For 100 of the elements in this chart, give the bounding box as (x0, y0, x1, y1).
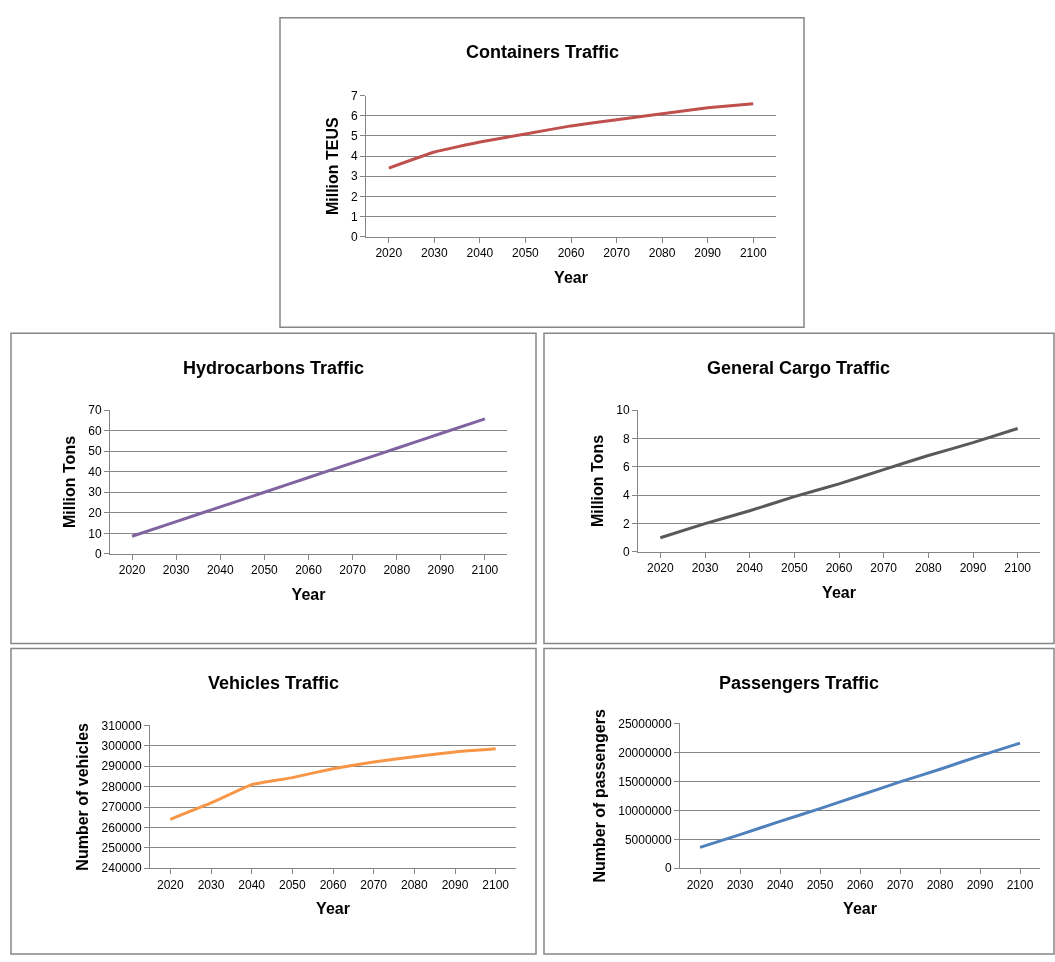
y-tick-label: 240000 (101, 861, 142, 876)
x-tick-label: 2030 (162, 563, 190, 578)
x-tick-label: 2090 (427, 563, 455, 578)
y-tick-label: 3 (350, 169, 358, 184)
y-tick-label: 250000 (101, 841, 142, 856)
x-tick-label: 2100 (1006, 877, 1034, 892)
x-tick-label: 2030 (420, 246, 448, 261)
x-tick-label: 2030 (691, 561, 719, 576)
x-tick-label: 2050 (780, 561, 808, 576)
x-tick-label: 2080 (926, 877, 954, 892)
x-tick-label: 2030 (726, 877, 754, 892)
y-tick-label: 290000 (101, 759, 142, 774)
line-series (168, 747, 498, 821)
x-tick-label: 2070 (339, 563, 367, 578)
y-tick-label: 50 (88, 444, 102, 459)
x-tick-label: 2060 (825, 561, 853, 576)
x-tick-label: 2090 (441, 877, 469, 892)
y-tick-label: 7 (350, 88, 358, 103)
x-tick-label: 2020 (686, 877, 714, 892)
x-tick-label: 2020 (118, 563, 146, 578)
x-tick-label: 2060 (846, 877, 874, 892)
y-axis-title: Million TEUS (323, 116, 341, 216)
chart-title: General Cargo Traffic (707, 358, 891, 378)
chart-title: Containers Traffic (466, 42, 620, 62)
x-axis-title: Year (843, 900, 877, 918)
y-tick-label: 0 (94, 547, 102, 562)
y-tick-label: 5000000 (624, 832, 672, 847)
y-tick-label: 20 (88, 506, 102, 521)
x-tick-label: 2060 (557, 246, 585, 261)
x-tick-label: 2020 (375, 246, 403, 261)
x-tick-label: 2020 (646, 561, 674, 576)
x-tick-label: 2070 (603, 246, 631, 261)
x-tick-label: 2050 (251, 563, 279, 578)
y-tick-label: 60 (88, 423, 102, 438)
x-tick-label: 2080 (383, 563, 411, 578)
x-tick-label: 2040 (206, 563, 234, 578)
x-tick-label: 2070 (886, 877, 914, 892)
y-tick-label: 2 (622, 516, 630, 531)
y-tick-label: 280000 (101, 779, 142, 794)
y-tick-label: 270000 (101, 800, 142, 815)
x-tick-label: 2100 (1004, 561, 1032, 576)
x-tick-label: 2040 (238, 877, 266, 892)
x-tick-label: 2040 (736, 561, 764, 576)
x-axis-title: Year (291, 586, 326, 604)
x-tick-label: 2020 (156, 877, 184, 892)
y-axis-title: Number of vehicles (74, 722, 92, 871)
x-tick-label: 2050 (512, 246, 540, 261)
y-tick-label: 10000000 (618, 803, 672, 818)
y-tick-label: 310000 (101, 718, 142, 733)
x-tick-label: 2090 (694, 246, 722, 261)
y-tick-label: 70 (88, 403, 102, 418)
chart-title: Passengers Traffic (719, 673, 880, 693)
y-tick-label: 4 (622, 488, 630, 503)
y-tick-label: 5 (350, 129, 358, 144)
y-tick-label: 300000 (101, 739, 142, 753)
line-series (658, 427, 1020, 540)
x-tick-label: 2030 (197, 877, 225, 892)
chart-title: Hydrocarbons Traffic (183, 358, 365, 378)
x-axis-title: Year (554, 268, 588, 286)
chart-title: Vehicles Traffic (208, 673, 340, 693)
x-axis-title: Year (822, 584, 856, 602)
y-tick-label: 6 (622, 460, 630, 475)
x-tick-label: 2060 (319, 877, 347, 892)
x-axis-title: Year (316, 900, 350, 918)
y-tick-label: 20000000 (618, 745, 672, 760)
x-tick-label: 2050 (278, 877, 306, 892)
x-tick-label: 2100 (739, 246, 767, 261)
y-axis-title: Million Tons (589, 434, 607, 528)
x-tick-label: 2040 (766, 877, 794, 892)
line-series (130, 417, 487, 538)
x-tick-label: 2100 (482, 877, 510, 892)
y-tick-label: 10 (616, 403, 630, 418)
x-tick-label: 2060 (295, 563, 323, 578)
y-tick-label: 6 (350, 109, 358, 124)
y-tick-label: 0 (350, 229, 358, 244)
y-tick-label: 8 (622, 431, 630, 446)
y-tick-label: 25000000 (618, 716, 672, 731)
x-tick-label: 2090 (966, 877, 994, 892)
x-tick-label: 2070 (870, 561, 898, 576)
x-tick-label: 2090 (959, 561, 987, 576)
x-tick-label: 2080 (648, 246, 676, 261)
line-series (387, 102, 755, 170)
y-tick-label: 30 (88, 485, 102, 500)
y-tick-label: 2 (350, 189, 358, 204)
x-tick-label: 2100 (471, 563, 499, 578)
x-tick-label: 2070 (360, 877, 388, 892)
y-tick-label: 40 (88, 464, 102, 479)
y-tick-label: 0 (622, 545, 630, 560)
x-tick-label: 2080 (400, 877, 428, 892)
y-axis-title: Number of passengers (591, 709, 609, 883)
y-tick-label: 0 (664, 861, 672, 876)
x-tick-label: 2040 (466, 246, 494, 261)
line-series (698, 741, 1022, 849)
y-axis-title: Million Tons (61, 435, 79, 529)
y-tick-label: 10 (88, 526, 102, 541)
y-tick-label: 1 (350, 209, 358, 224)
x-tick-label: 2050 (806, 877, 834, 892)
y-tick-label: 260000 (101, 820, 142, 835)
y-tick-label: 15000000 (618, 774, 672, 789)
x-tick-label: 2080 (914, 561, 942, 576)
